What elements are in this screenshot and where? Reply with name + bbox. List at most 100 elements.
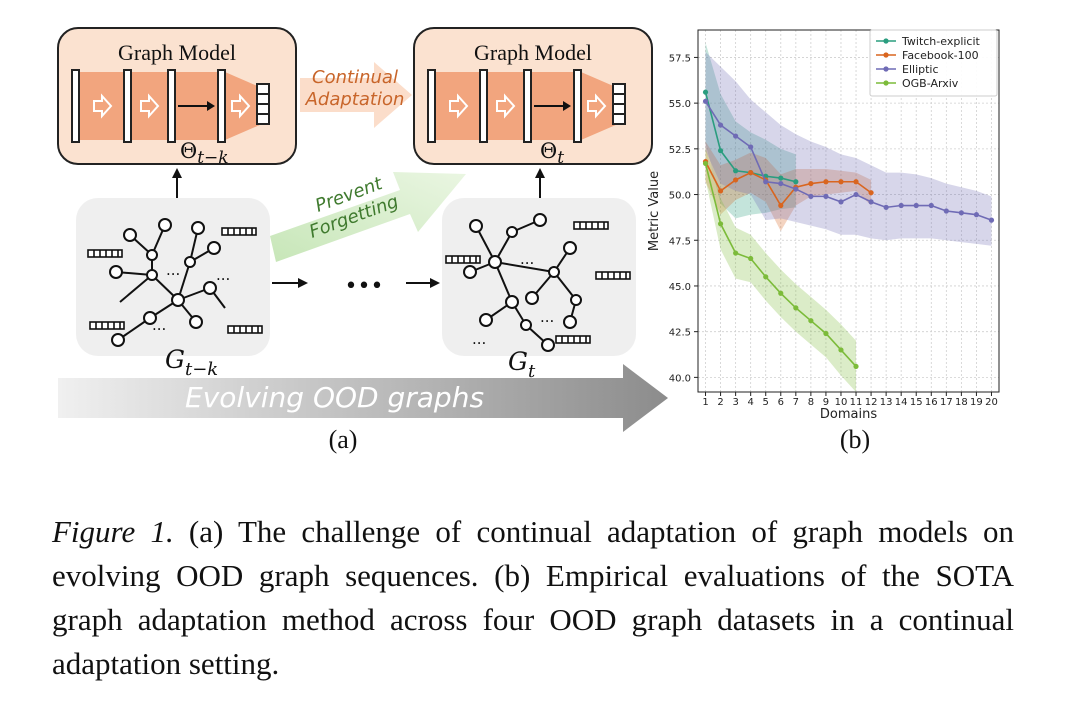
x-tick-label: 4: [747, 397, 753, 408]
x-tick-label: 7: [793, 397, 799, 408]
data-point: [763, 274, 769, 280]
legend-marker: [883, 66, 889, 72]
flow-arrow-icon: [93, 93, 251, 119]
data-point: [913, 202, 919, 209]
legend-label: OGB-Arxiv: [902, 77, 959, 90]
x-tick-label: 15: [910, 397, 923, 408]
output-vector-icon: [256, 83, 270, 125]
y-tick-label: 57.5: [669, 53, 691, 64]
graph-left: ... ... ... Gt−k: [76, 198, 270, 380]
x-tick-label: 13: [880, 397, 893, 408]
data-point: [717, 221, 724, 227]
x-tick-label: 2: [717, 397, 723, 408]
data-point: [793, 186, 799, 192]
theta-label: Θt: [540, 139, 564, 168]
data-point: [853, 363, 859, 370]
data-point: [702, 89, 709, 95]
data-point: [823, 330, 829, 337]
x-tick-label: 8: [808, 397, 814, 408]
y-tick-label: 42.5: [669, 328, 691, 339]
y-tick-label: 50.0: [669, 191, 691, 202]
x-tick-label: 11: [850, 397, 863, 408]
y-tick-label: 40.0: [669, 373, 691, 384]
prevent-forgetting-arrow: Prevent Forgetting: [270, 172, 466, 262]
legend-box: [869, 29, 998, 97]
data-point: [717, 148, 724, 154]
banner-arrow: [58, 364, 668, 432]
flow-arrow-icon: [449, 93, 607, 119]
output-vector-icon: [612, 83, 626, 125]
x-tick-label: 16: [925, 397, 938, 408]
graph-model-right: Graph Model Θt: [413, 27, 653, 168]
data-point: [808, 180, 814, 187]
data-point: [868, 199, 874, 205]
data-point: [748, 144, 754, 150]
data-point: [853, 191, 859, 198]
data-point: [823, 193, 829, 199]
data-point: [958, 210, 964, 216]
panel-a: Evolving OOD graphs Graph Model: [57, 27, 668, 454]
data-point: [733, 250, 739, 256]
data-point: [943, 208, 949, 214]
sequence-arrowhead-icon: [298, 278, 308, 288]
layer-bar: [479, 69, 488, 143]
x-tick-label: 20: [985, 397, 998, 408]
x-tick-label: 17: [940, 397, 953, 408]
x-tick-label: 18: [955, 397, 968, 408]
legend-marker: [883, 80, 889, 86]
arrowhead-icon: [563, 101, 571, 111]
y-tick-label: 55.0: [669, 99, 691, 110]
data-point: [778, 175, 784, 181]
data-point: [748, 170, 754, 176]
graph-label: Gt: [508, 347, 536, 382]
sequence-arrowhead-icon: [430, 278, 440, 288]
x-tick-label: 12: [865, 397, 878, 408]
ellipsis: ...: [472, 330, 486, 348]
legend-label: Facebook-100: [902, 49, 979, 62]
caption-label: Figure 1.: [52, 514, 174, 549]
data-point: [898, 202, 904, 209]
graph-model-left: Graph Model Θt−k: [57, 27, 297, 168]
data-point: [868, 190, 874, 196]
data-point: [793, 179, 799, 185]
x-tick-label: 5: [763, 397, 769, 408]
ellipsis: ...: [520, 250, 534, 268]
data-point: [973, 212, 980, 218]
adaptation-label-line2: Adaptation: [305, 89, 405, 110]
legend-marker: [883, 38, 889, 44]
data-point: [778, 180, 784, 187]
data-point: [733, 168, 739, 174]
feature-vector-icon: [445, 221, 631, 344]
y-tick-label: 52.5: [669, 145, 691, 156]
data-point: [928, 202, 934, 209]
x-tick-label: 3: [732, 397, 738, 408]
ellipsis: ...: [216, 266, 230, 284]
x-axis-label: Domains: [820, 407, 877, 422]
data-point: [808, 318, 814, 324]
up-arrowhead-icon: [172, 168, 182, 178]
y-tick-label: 47.5: [669, 236, 691, 247]
chart-legend: Twitch-explicitFacebook-100EllipticOGB-A…: [869, 29, 998, 97]
data-point: [778, 290, 784, 296]
data-point: [717, 122, 724, 128]
x-tick-label: 6: [778, 397, 784, 408]
data-point: [838, 347, 844, 353]
data-point: [823, 179, 829, 185]
sequence-dots: •••: [345, 274, 384, 299]
y-tick-label: 45.0: [669, 282, 691, 293]
ellipsis: ...: [152, 316, 166, 334]
x-tick-label: 10: [835, 397, 848, 408]
data-point: [988, 217, 995, 223]
data-point: [838, 179, 844, 185]
feature-vector-icon: [87, 227, 263, 334]
layer-bar: [217, 69, 226, 143]
graph-label: Gt−k: [165, 345, 218, 380]
graph-right: ... ... ... Gt: [442, 198, 636, 382]
data-point: [778, 202, 784, 209]
layer-bar: [71, 69, 80, 143]
panel-a-sublabel: (a): [329, 425, 358, 454]
chart-ticks: 1 2 3 4 5 6 7 8 9 10 11 12 13 14 15 16 17 18 19 2040.042.54…: [669, 53, 998, 408]
panel-b-sublabel: (b): [840, 425, 870, 454]
confidence-band: [705, 51, 992, 246]
x-tick-label: 14: [895, 397, 908, 408]
